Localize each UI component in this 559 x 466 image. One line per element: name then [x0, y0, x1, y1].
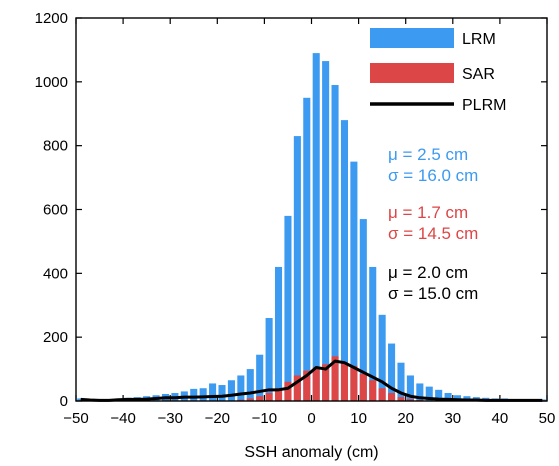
- lrm-bar: [444, 393, 452, 401]
- lrm-bar: [425, 386, 433, 401]
- sar-bar: [312, 367, 320, 401]
- lrm-bar: [256, 354, 264, 401]
- plrm-line: [80, 359, 543, 402]
- sar-bar: [397, 397, 405, 401]
- lrm-bar: [312, 53, 320, 401]
- sar-bar: [303, 370, 311, 401]
- y-tick-label: 1200: [35, 10, 68, 27]
- lrm-bar: [322, 61, 330, 402]
- sar-bar: [274, 388, 283, 401]
- stat-annotation: σ = 16.0 cm: [388, 166, 478, 185]
- sar-bar: [340, 362, 349, 401]
- lrm-bar: [359, 219, 367, 401]
- lrm-bar: [218, 385, 226, 401]
- y-tick-label: 200: [43, 329, 68, 346]
- sar-bar: [256, 396, 264, 401]
- x-axis-label: SSH anomaly (cm): [244, 444, 378, 461]
- x-tick-label: 20: [397, 410, 414, 427]
- y-tick-label: 600: [43, 202, 68, 219]
- sar-legend-label: SAR: [462, 66, 495, 83]
- lrm-bar: [416, 383, 424, 401]
- lrm-bar: [435, 389, 443, 401]
- lrm-bar: [340, 120, 349, 401]
- y-tick-label: 1000: [35, 74, 68, 91]
- lrm-legend-label: LRM: [462, 31, 496, 48]
- x-tick-label: −20: [205, 410, 230, 427]
- sar-bar: [246, 398, 254, 401]
- x-tick-label: −30: [157, 410, 182, 427]
- lrm-legend-swatch: [370, 28, 454, 48]
- lrm-bar: [406, 375, 414, 401]
- sar-bar: [350, 365, 358, 401]
- lrm-bar: [293, 136, 301, 401]
- lrm-bar: [209, 383, 217, 401]
- x-tick-label: −10: [252, 410, 277, 427]
- sar-bar: [388, 393, 396, 401]
- sar-legend-swatch: [370, 63, 454, 83]
- y-tick-label: 800: [43, 138, 68, 155]
- sar-bar: [359, 373, 367, 401]
- stat-annotation: μ = 2.5 cm: [388, 145, 468, 164]
- x-tick-label: 50: [539, 410, 556, 427]
- lrm-bar: [397, 362, 405, 401]
- stat-annotation: μ = 2.0 cm: [388, 263, 468, 282]
- lrm-bar: [350, 161, 358, 401]
- sar-bar: [369, 380, 377, 401]
- x-tick-label: 0: [307, 410, 315, 427]
- x-tick-label: 10: [350, 410, 367, 427]
- sar-bar: [406, 399, 414, 401]
- lrm-bar: [199, 388, 207, 401]
- statistics-annotations: μ = 2.5 cm σ = 16.0 cm μ = 1.7 cm σ = 14.5 …: [388, 145, 478, 303]
- lrm-bar: [237, 375, 245, 401]
- lrm-bar: [284, 215, 292, 401]
- lrm-bar: [378, 314, 386, 401]
- sar-bar: [322, 364, 330, 401]
- x-tick-label: 30: [444, 410, 461, 427]
- y-tick-label: 0: [60, 393, 68, 410]
- stat-annotation: μ = 1.7 cm: [388, 203, 468, 222]
- lrm-bar: [369, 266, 377, 401]
- sar-bar: [378, 388, 386, 401]
- sar-bar: [293, 375, 301, 401]
- plrm-line-group: [80, 359, 543, 402]
- y-tick-label: 400: [43, 265, 68, 282]
- legend: LRM SAR PLRM: [370, 28, 506, 114]
- lrm-bar: [388, 343, 396, 401]
- stat-annotation: σ = 14.5 cm: [388, 224, 478, 243]
- lrm-bar: [538, 399, 546, 401]
- plrm-legend-label: PLRM: [462, 97, 506, 114]
- sar-bar: [331, 356, 339, 401]
- sar-bars: [237, 356, 424, 401]
- lrm-bar: [453, 395, 462, 401]
- axes: −50 −40 −30 −20 −10 0 10 20 30 40 50 0 200 400 600 800 1…: [35, 10, 556, 427]
- lrm-bar: [227, 380, 235, 401]
- lrm-bar: [331, 85, 339, 402]
- lrm-bar: [265, 318, 273, 401]
- lrm-bar: [303, 97, 311, 402]
- lrm-bar: [246, 369, 254, 401]
- x-tick-label: −50: [63, 410, 88, 427]
- stat-annotation: σ = 15.0 cm: [388, 284, 478, 303]
- sar-bar: [284, 381, 292, 401]
- lrm-bar: [274, 266, 283, 401]
- sar-bar: [265, 393, 273, 401]
- x-tick-label: −40: [110, 410, 135, 427]
- x-tick-label: 40: [492, 410, 509, 427]
- lrm-bar: [190, 388, 198, 401]
- lrm-bars: [77, 53, 546, 402]
